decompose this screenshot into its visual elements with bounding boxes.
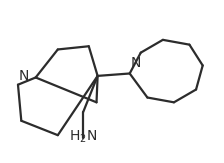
Text: N: N [19, 69, 29, 83]
Text: H$_2$N: H$_2$N [69, 128, 97, 145]
Text: N: N [131, 56, 141, 70]
